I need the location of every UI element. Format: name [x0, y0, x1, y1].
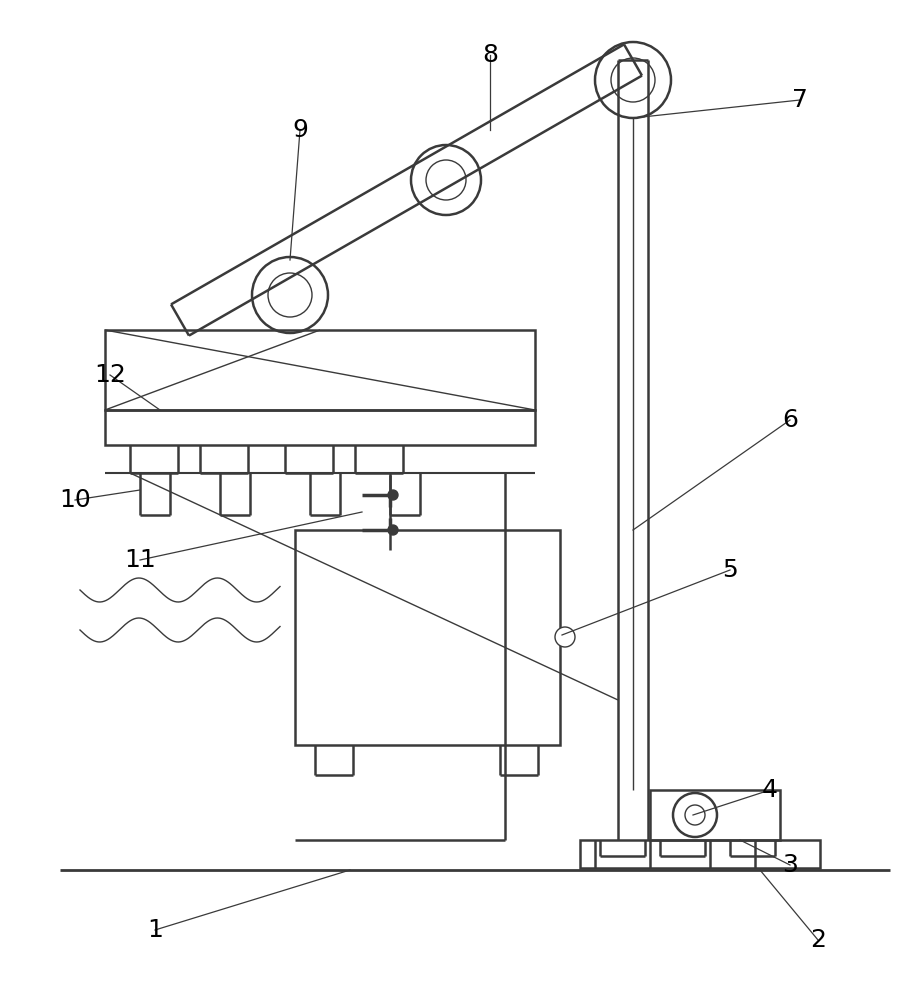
Bar	[105, 410, 535, 445]
Bar	[580, 840, 820, 868]
Text: 3: 3	[782, 853, 798, 877]
Text: 2: 2	[810, 928, 826, 952]
Text: 5: 5	[722, 558, 738, 582]
Circle shape	[611, 58, 655, 102]
Text: 1: 1	[147, 918, 163, 942]
Text: 11: 11	[124, 548, 156, 572]
Text: 10: 10	[59, 488, 90, 512]
Circle shape	[673, 793, 717, 837]
Text: 9: 9	[292, 118, 308, 142]
Text: 6: 6	[782, 408, 798, 432]
Text: 8: 8	[482, 43, 498, 67]
Bar	[295, 530, 560, 745]
Circle shape	[252, 257, 328, 333]
Circle shape	[411, 145, 481, 215]
Circle shape	[685, 805, 705, 825]
Bar	[105, 330, 535, 410]
Text: 4: 4	[762, 778, 778, 802]
Circle shape	[268, 273, 312, 317]
Circle shape	[388, 490, 398, 500]
Text: 7: 7	[792, 88, 808, 112]
Circle shape	[388, 525, 398, 535]
Circle shape	[426, 160, 466, 200]
Circle shape	[555, 627, 575, 647]
Circle shape	[595, 42, 671, 118]
Bar	[650, 790, 780, 840]
Text: 12: 12	[94, 363, 126, 387]
